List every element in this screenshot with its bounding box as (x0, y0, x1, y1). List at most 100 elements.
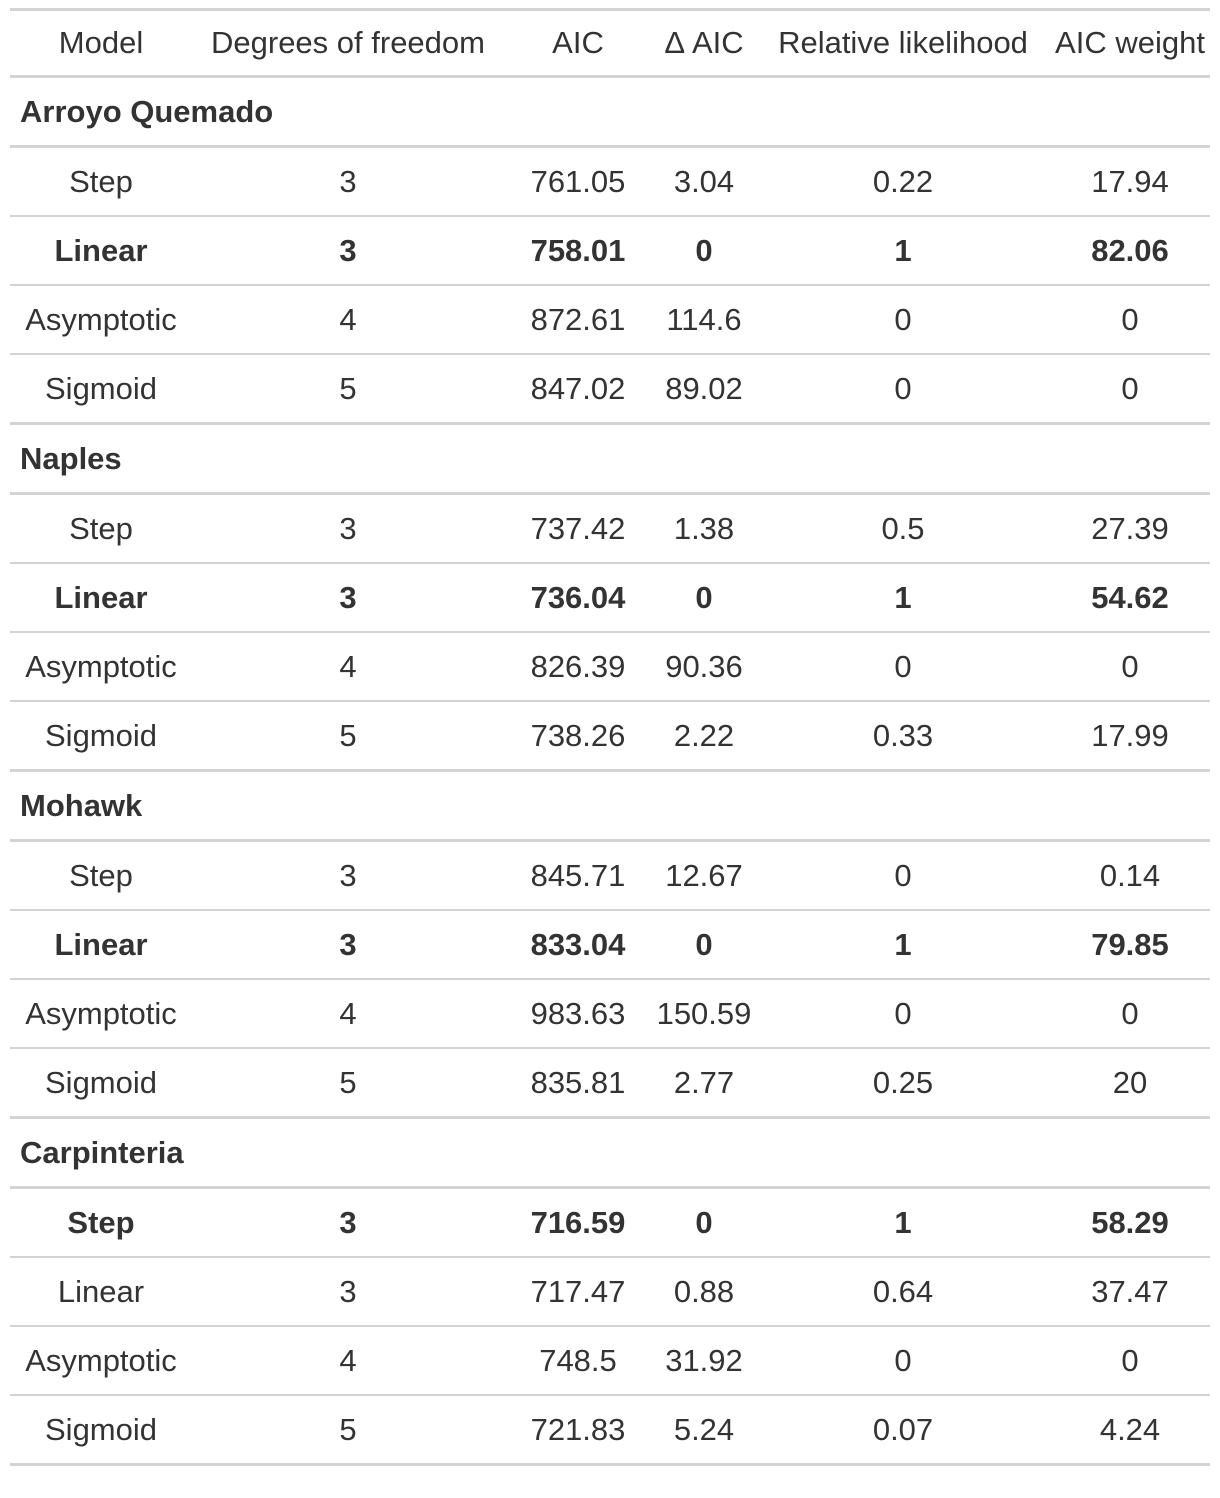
cell-aic-weight: 37.47 (1050, 1257, 1210, 1327)
cell-aic: 983.63 (504, 979, 652, 1049)
cell-model: Sigmoid (10, 1048, 192, 1119)
cell-relative-likelihood: 0 (756, 840, 1050, 911)
cell-delta-aic: 150.59 (652, 979, 756, 1049)
cell-aic: 737.42 (504, 493, 652, 564)
cell-relative-likelihood: 0.25 (756, 1048, 1050, 1119)
cell-delta-aic: 12.67 (652, 840, 756, 911)
table-row: Asymptotic 4 872.61 114.6 0 0 (10, 285, 1210, 355)
cell-model: Linear (10, 1257, 192, 1327)
cell-aic: 738.26 (504, 701, 652, 772)
cell-delta-aic: 114.6 (652, 285, 756, 355)
cell-aic-weight: 58.29 (1050, 1187, 1210, 1258)
cell-aic: 721.83 (504, 1395, 652, 1466)
cell-aic: 845.71 (504, 840, 652, 911)
cell-delta-aic: 1.38 (652, 493, 756, 564)
cell-aic: 748.5 (504, 1326, 652, 1396)
cell-aic: 761.05 (504, 146, 652, 217)
cell-aic-weight: 0 (1050, 354, 1210, 425)
cell-aic: 717.47 (504, 1257, 652, 1327)
cell-degrees-of-freedom: 3 (192, 1257, 504, 1327)
cell-relative-likelihood: 0.22 (756, 146, 1050, 217)
table-row: Step 3 716.59 0 1 58.29 (10, 1187, 1210, 1258)
cell-delta-aic: 0 (652, 563, 756, 633)
cell-degrees-of-freedom: 3 (192, 1187, 504, 1258)
table-row: Sigmoid 5 721.83 5.24 0.07 4.24 (10, 1395, 1210, 1466)
cell-model: Step (10, 493, 192, 564)
cell-delta-aic: 90.36 (652, 632, 756, 702)
cell-model: Asymptotic (10, 632, 192, 702)
table-row: Linear 3 758.01 0 1 82.06 (10, 216, 1210, 286)
cell-model: Asymptotic (10, 1326, 192, 1396)
cell-aic-weight: 0 (1050, 632, 1210, 702)
cell-aic: 826.39 (504, 632, 652, 702)
cell-relative-likelihood: 0 (756, 354, 1050, 425)
cell-degrees-of-freedom: 4 (192, 1326, 504, 1396)
table-header: Model Degrees of freedom AIC Δ AIC Relat… (10, 9, 1210, 78)
cell-aic-weight: 17.94 (1050, 146, 1210, 217)
cell-delta-aic: 2.22 (652, 701, 756, 772)
cell-relative-likelihood: 0 (756, 979, 1050, 1049)
group-row: Naples (10, 423, 1210, 495)
group-row: Carpinteria (10, 1117, 1210, 1189)
cell-degrees-of-freedom: 5 (192, 701, 504, 772)
cell-relative-likelihood: 0 (756, 1326, 1050, 1396)
cell-degrees-of-freedom: 3 (192, 146, 504, 217)
cell-degrees-of-freedom: 5 (192, 1048, 504, 1119)
cell-aic-weight: 27.39 (1050, 493, 1210, 564)
table-row: Linear 3 717.47 0.88 0.64 37.47 (10, 1257, 1210, 1327)
cell-aic-weight: 4.24 (1050, 1395, 1210, 1466)
aic-model-comparison-table: Model Degrees of freedom AIC Δ AIC Relat… (10, 8, 1210, 1466)
cell-aic-weight: 0 (1050, 1326, 1210, 1396)
cell-degrees-of-freedom: 3 (192, 216, 504, 286)
table-row: Sigmoid 5 847.02 89.02 0 0 (10, 354, 1210, 425)
cell-aic-weight: 0.14 (1050, 840, 1210, 911)
table-row: Sigmoid 5 738.26 2.22 0.33 17.99 (10, 701, 1210, 772)
cell-degrees-of-freedom: 3 (192, 840, 504, 911)
cell-model: Sigmoid (10, 1395, 192, 1466)
cell-model: Linear (10, 216, 192, 286)
cell-aic-weight: 0 (1050, 285, 1210, 355)
cell-relative-likelihood: 1 (756, 910, 1050, 980)
cell-relative-likelihood: 0.07 (756, 1395, 1050, 1466)
cell-delta-aic: 0 (652, 1187, 756, 1258)
cell-model: Linear (10, 910, 192, 980)
header-delta-aic: Δ AIC (652, 9, 756, 78)
header-aic: AIC (504, 9, 652, 78)
cell-aic: 758.01 (504, 216, 652, 286)
table-row: Asymptotic 4 826.39 90.36 0 0 (10, 632, 1210, 702)
table-row: Asymptotic 4 983.63 150.59 0 0 (10, 979, 1210, 1049)
table-row: Linear 3 736.04 0 1 54.62 (10, 563, 1210, 633)
cell-relative-likelihood: 0.64 (756, 1257, 1050, 1327)
cell-aic: 847.02 (504, 354, 652, 425)
table-row: Step 3 845.71 12.67 0 0.14 (10, 840, 1210, 911)
cell-aic: 872.61 (504, 285, 652, 355)
cell-aic: 716.59 (504, 1187, 652, 1258)
cell-delta-aic: 0.88 (652, 1257, 756, 1327)
cell-aic: 736.04 (504, 563, 652, 633)
cell-degrees-of-freedom: 3 (192, 910, 504, 980)
table-row: Asymptotic 4 748.5 31.92 0 0 (10, 1326, 1210, 1396)
cell-model: Step (10, 1187, 192, 1258)
cell-aic: 833.04 (504, 910, 652, 980)
cell-aic-weight: 20 (1050, 1048, 1210, 1119)
group-label: Mohawk (10, 770, 1210, 842)
cell-aic: 835.81 (504, 1048, 652, 1119)
cell-degrees-of-freedom: 5 (192, 354, 504, 425)
cell-relative-likelihood: 1 (756, 216, 1050, 286)
header-row: Model Degrees of freedom AIC Δ AIC Relat… (10, 9, 1210, 78)
cell-model: Sigmoid (10, 701, 192, 772)
cell-delta-aic: 0 (652, 216, 756, 286)
cell-aic-weight: 82.06 (1050, 216, 1210, 286)
cell-aic-weight: 54.62 (1050, 563, 1210, 633)
cell-delta-aic: 89.02 (652, 354, 756, 425)
table-row: Step 3 737.42 1.38 0.5 27.39 (10, 493, 1210, 564)
cell-delta-aic: 31.92 (652, 1326, 756, 1396)
group-label: Naples (10, 423, 1210, 495)
cell-relative-likelihood: 0 (756, 632, 1050, 702)
cell-aic-weight: 0 (1050, 979, 1210, 1049)
cell-degrees-of-freedom: 4 (192, 285, 504, 355)
table-row: Step 3 761.05 3.04 0.22 17.94 (10, 146, 1210, 217)
group-row: Mohawk (10, 770, 1210, 842)
cell-model: Step (10, 840, 192, 911)
cell-relative-likelihood: 0.33 (756, 701, 1050, 772)
